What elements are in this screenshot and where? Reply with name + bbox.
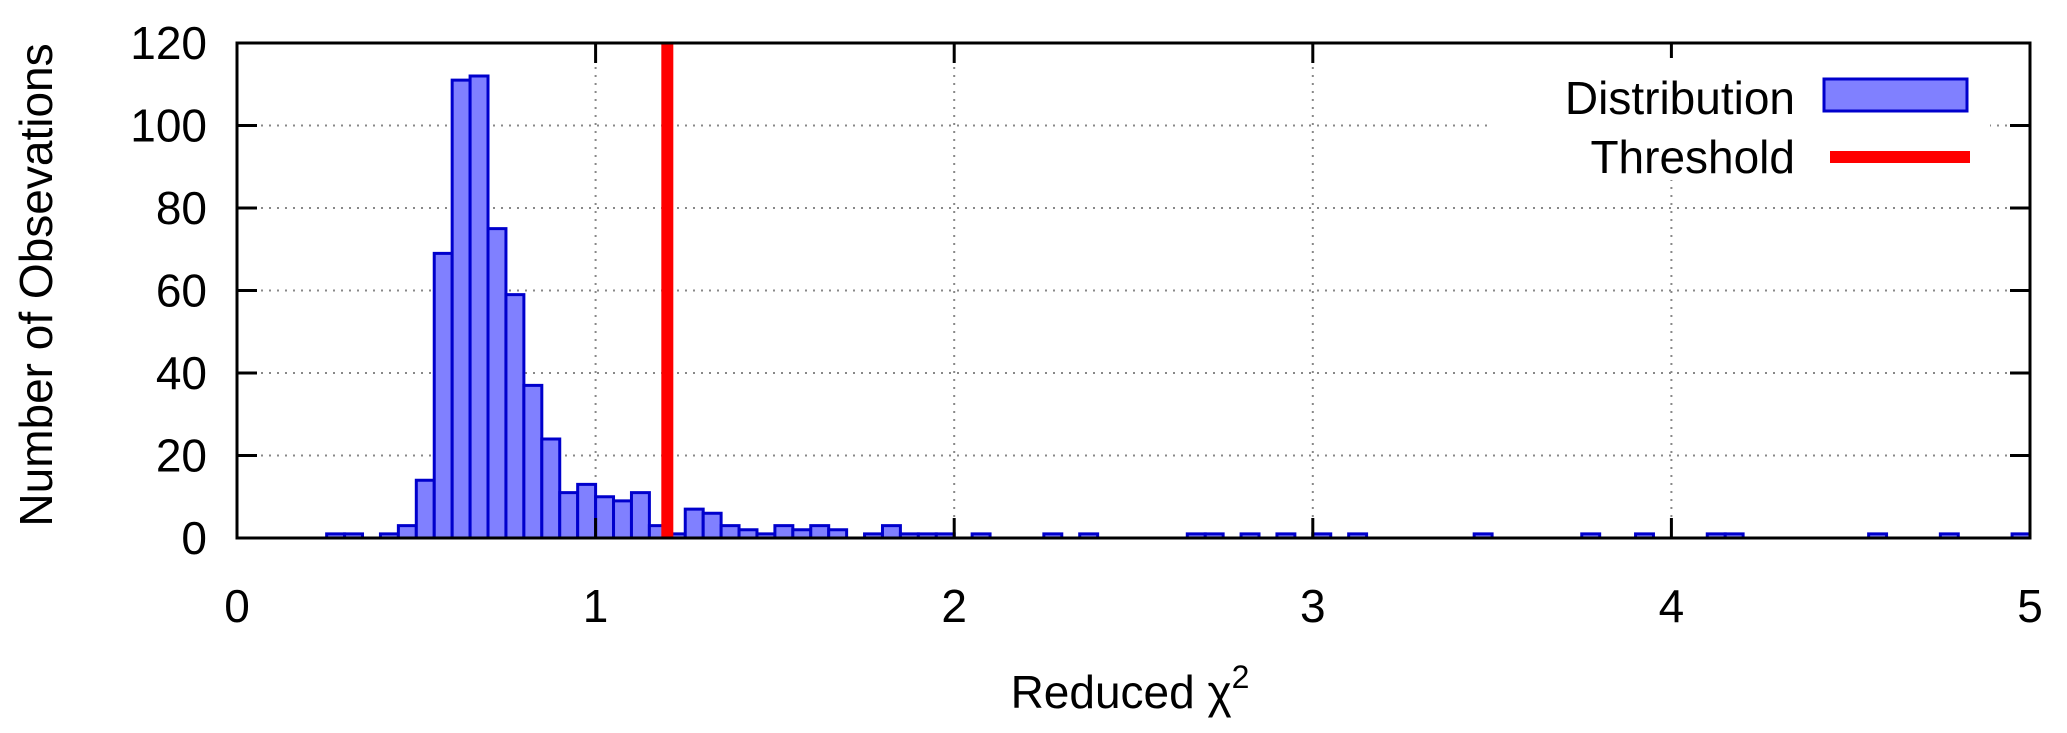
- histogram-bar: [809, 524, 831, 540]
- y-tick-label: 80: [156, 182, 207, 234]
- y-tick-label: 120: [130, 17, 207, 69]
- x-tick-label: 2: [941, 580, 967, 632]
- histogram-bar: [629, 491, 651, 540]
- x-axis-title: Reduced χ2: [1011, 659, 1250, 718]
- histogram-bar: [396, 524, 418, 540]
- legend-label-distribution: Distribution: [1565, 72, 1795, 124]
- histogram-bar: [880, 524, 902, 540]
- y-axis-title: Number of Obsevations: [10, 43, 62, 526]
- y-tick-label: 20: [156, 430, 207, 482]
- histogram-bar: [594, 495, 616, 540]
- y-tick-label: 40: [156, 347, 207, 399]
- x-axis-title-superscript: 2: [1232, 659, 1250, 695]
- x-tick-label: 3: [1300, 580, 1326, 632]
- histogram-bar: [558, 491, 580, 540]
- histogram-bar: [486, 227, 508, 540]
- legend-label-threshold: Threshold: [1590, 131, 1795, 183]
- axis-ticks: [235, 41, 2032, 540]
- y-tick-labels: 0 20 40 60 80 100 120: [130, 17, 207, 564]
- histogram-bar: [719, 524, 741, 540]
- histogram-bar: [540, 437, 562, 540]
- y-tick-label: 100: [130, 100, 207, 152]
- histogram-bar: [504, 293, 526, 540]
- x-tick-label: 1: [583, 580, 609, 632]
- y-tick-label: 60: [156, 265, 207, 317]
- histogram-bar: [701, 511, 723, 540]
- histogram-bar: [522, 383, 544, 540]
- legend-swatch-distribution: [1822, 77, 1969, 113]
- x-tick-label: 0: [224, 580, 250, 632]
- histogram-bar: [432, 251, 454, 540]
- histogram-bar: [450, 78, 472, 540]
- x-tick-labels: 0 1 2 3 4 5: [224, 580, 2043, 632]
- x-tick-label: 4: [1659, 580, 1685, 632]
- histogram-bar: [576, 482, 598, 540]
- x-tick-label: 5: [2017, 580, 2043, 632]
- histogram-bar: [612, 499, 633, 540]
- histogram-bar: [683, 507, 705, 540]
- histogram-bar: [773, 524, 795, 540]
- x-axis-title-main: Reduced χ: [1011, 666, 1232, 718]
- grid-lines: [237, 43, 2030, 538]
- histogram-bar: [468, 74, 490, 540]
- legend: Distribution Threshold: [1490, 58, 1990, 183]
- histogram-bar: [414, 478, 436, 540]
- y-tick-label: 0: [181, 512, 207, 564]
